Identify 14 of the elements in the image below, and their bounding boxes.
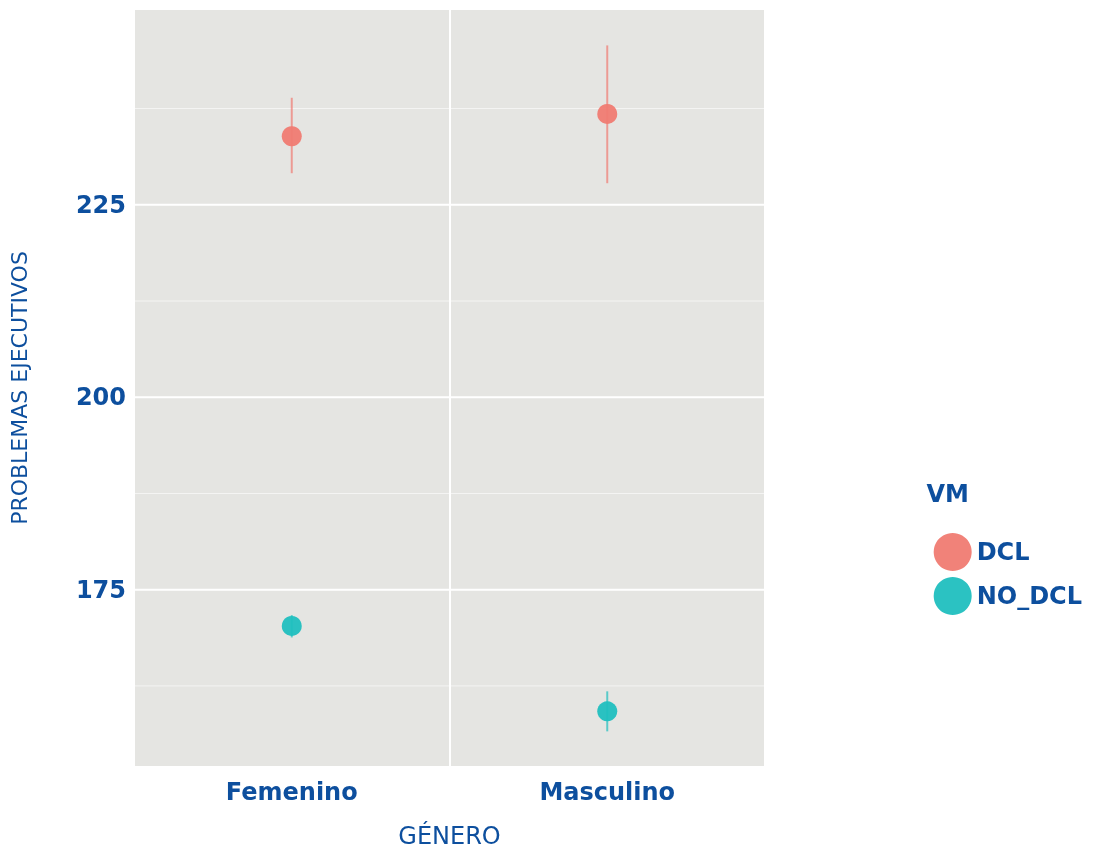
x-axis-title: GÉNERO	[398, 821, 501, 850]
y-axis-title: PROBLEMAS EJECUTIVOS	[6, 251, 32, 525]
y-tick-label: 200	[75, 383, 126, 412]
y-tick-label: 175	[75, 575, 126, 604]
point	[281, 126, 302, 147]
legend-label: DCL	[976, 538, 1030, 566]
legend-title: VM	[926, 480, 970, 508]
point	[281, 615, 302, 636]
point	[597, 701, 618, 722]
x-tick-label: Masculino	[539, 778, 676, 806]
legend-label: NO_DCL	[976, 582, 1083, 610]
x-tick-label: Femenino	[225, 778, 358, 806]
point	[597, 103, 618, 124]
y-tick-label: 225	[75, 190, 126, 219]
